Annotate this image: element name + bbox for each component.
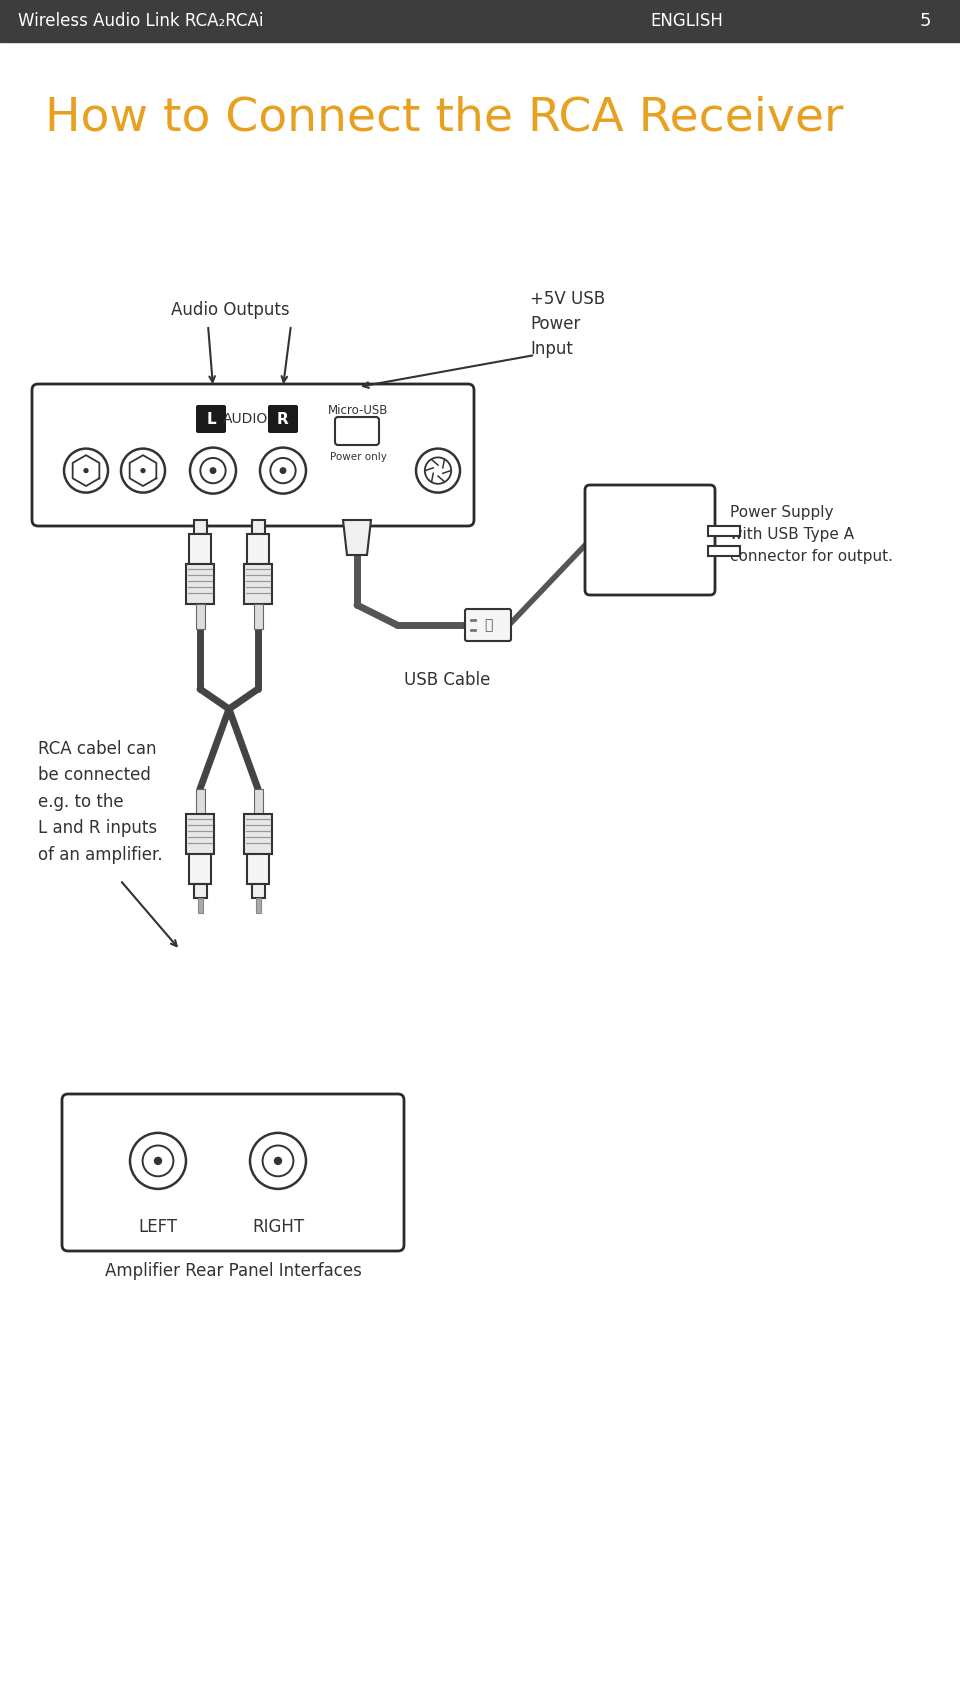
Text: R: R: [277, 411, 289, 426]
Bar: [708, 526, 740, 536]
Text: ENGLISH: ENGLISH: [650, 12, 723, 30]
FancyBboxPatch shape: [465, 608, 511, 640]
Bar: [194, 521, 206, 534]
FancyBboxPatch shape: [196, 404, 226, 433]
Bar: [244, 564, 272, 603]
Text: Audio Outputs: Audio Outputs: [171, 302, 289, 318]
Text: L: L: [206, 411, 216, 426]
Bar: [252, 521, 265, 534]
Text: USB Cable: USB Cable: [404, 671, 491, 689]
Bar: [253, 789, 262, 814]
Text: ⭣: ⭣: [484, 618, 492, 632]
Text: Wireless Audio Link RCA₂RCAi: Wireless Audio Link RCA₂RCAi: [18, 12, 263, 30]
Bar: [189, 534, 211, 564]
FancyBboxPatch shape: [32, 384, 474, 526]
Text: Amplifier Rear Panel Interfaces: Amplifier Rear Panel Interfaces: [105, 1262, 361, 1281]
Bar: [708, 546, 740, 556]
FancyBboxPatch shape: [62, 1094, 404, 1250]
Text: Power only: Power only: [329, 452, 387, 462]
Text: How to Connect the RCA Receiver: How to Connect the RCA Receiver: [45, 96, 844, 140]
Bar: [189, 854, 211, 885]
Circle shape: [84, 468, 88, 473]
Bar: [194, 885, 206, 898]
FancyBboxPatch shape: [585, 485, 715, 595]
Bar: [196, 789, 204, 814]
Bar: [186, 814, 214, 854]
Polygon shape: [343, 521, 371, 554]
Circle shape: [209, 467, 216, 473]
Bar: [247, 854, 269, 885]
FancyBboxPatch shape: [268, 404, 298, 433]
FancyBboxPatch shape: [335, 416, 379, 445]
Bar: [186, 564, 214, 603]
Circle shape: [274, 1156, 282, 1164]
Bar: [198, 898, 203, 913]
Bar: [196, 603, 204, 629]
Circle shape: [154, 1156, 162, 1164]
Text: RIGHT: RIGHT: [252, 1218, 304, 1237]
Bar: [253, 603, 262, 629]
Circle shape: [140, 468, 146, 473]
Text: Micro-USB: Micro-USB: [327, 403, 388, 416]
Text: +5V USB
Power
Input: +5V USB Power Input: [530, 290, 605, 357]
Text: 5: 5: [920, 12, 931, 30]
Bar: [0, 0, 960, 42]
Bar: [244, 814, 272, 854]
Text: LEFT: LEFT: [138, 1218, 178, 1237]
Bar: [252, 885, 265, 898]
Circle shape: [279, 467, 286, 473]
Text: RCA cabel can
be connected
e.g. to the
L and R inputs
of an amplifier.: RCA cabel can be connected e.g. to the L…: [38, 740, 162, 864]
Bar: [255, 898, 260, 913]
Text: Power Supply
with USB Type A
connector for output.: Power Supply with USB Type A connector f…: [730, 506, 893, 564]
Bar: [247, 534, 269, 564]
Text: AUDIO: AUDIO: [224, 413, 269, 426]
